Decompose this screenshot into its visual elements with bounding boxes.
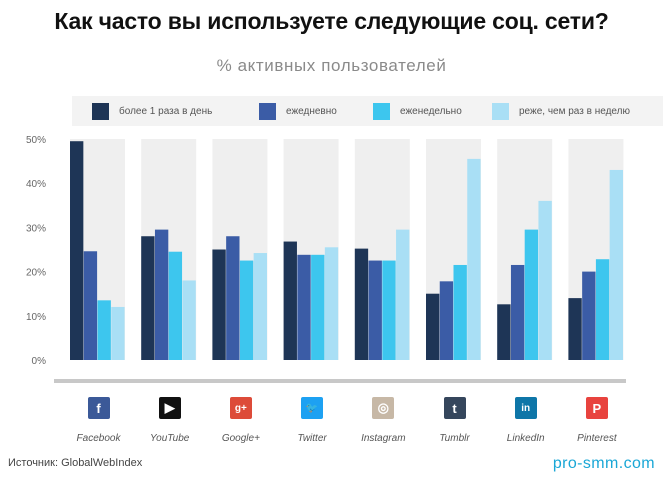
youtube-icon: ▶ xyxy=(158,397,181,419)
bar-twitter-2 xyxy=(297,254,311,360)
bar-linkedin-4 xyxy=(538,200,552,360)
legend-swatch-2 xyxy=(259,102,276,120)
bar-tumblr-4 xyxy=(467,158,481,360)
x-axis-baseline xyxy=(54,379,626,383)
bar-pinterest-1 xyxy=(568,298,582,360)
google-plus-icon: g+ xyxy=(229,397,252,419)
bar-pinterest-2 xyxy=(582,271,596,360)
category-label: LinkedIn xyxy=(507,433,545,444)
bar-pinterest-4 xyxy=(609,169,623,360)
pinterest-icon: P xyxy=(585,397,608,419)
legend-swatch-3 xyxy=(373,102,390,120)
tumblr-icon: t xyxy=(443,397,466,419)
chart-title: Как часто вы используете следующие соц. … xyxy=(54,8,609,34)
source-note: Источник: GlobalWebIndex xyxy=(8,457,143,469)
y-tick-label: 0% xyxy=(32,356,47,367)
legend-swatch-1 xyxy=(92,102,109,120)
bar-youtube-4 xyxy=(182,280,196,360)
bar-google-1 xyxy=(212,249,226,360)
bar-facebook-3 xyxy=(97,300,111,360)
bar-instagram-1 xyxy=(354,248,369,360)
bar-facebook-1 xyxy=(70,141,84,360)
legend-label-3: еженедельно xyxy=(400,105,462,117)
bar-google-4 xyxy=(253,253,267,360)
y-tick-label: 10% xyxy=(26,312,46,323)
bar-youtube-2 xyxy=(154,229,169,360)
bar-instagram-2 xyxy=(368,260,382,360)
bar-facebook-2 xyxy=(83,251,98,360)
y-tick-label: 30% xyxy=(26,223,46,234)
legend-item-3: еженедельно xyxy=(373,96,462,126)
category-label: Tumblr xyxy=(439,433,470,444)
y-tick-label: 40% xyxy=(26,179,46,190)
legend: более 1 раза в день ежедневно еженедельн… xyxy=(72,96,663,126)
y-tick-label: 50% xyxy=(26,135,46,146)
bar-instagram-3 xyxy=(382,260,396,360)
bar-tumblr-3 xyxy=(453,264,467,360)
bar-facebook-4 xyxy=(111,306,125,360)
bar-instagram-4 xyxy=(396,229,410,360)
bar-youtube-1 xyxy=(141,236,155,360)
bar-google-2 xyxy=(226,236,240,360)
category-label: YouTube xyxy=(150,433,190,444)
bar-linkedin-2 xyxy=(510,264,525,360)
bar-pinterest-3 xyxy=(595,259,610,360)
legend-item-2: ежедневно xyxy=(259,96,337,126)
category-label: Twitter xyxy=(297,433,327,444)
bar-twitter-3 xyxy=(311,254,325,360)
legend-item-1: более 1 раза в день xyxy=(92,96,212,126)
category-label: Pinterest xyxy=(577,433,618,444)
category-label: Instagram xyxy=(361,433,405,444)
bar-youtube-3 xyxy=(168,251,183,360)
bar-twitter-1 xyxy=(283,241,297,360)
bar-twitter-4 xyxy=(324,247,339,360)
bar-tumblr-2 xyxy=(439,281,454,360)
category-label: Google+ xyxy=(222,433,260,444)
linkedin-icon: in xyxy=(514,397,537,419)
bar-tumblr-1 xyxy=(426,293,440,360)
bar-linkedin-3 xyxy=(524,229,539,360)
bar-linkedin-1 xyxy=(497,304,511,360)
y-tick-label: 20% xyxy=(26,268,46,279)
facebook-icon: f xyxy=(87,397,110,419)
legend-label-1: более 1 раза в день xyxy=(119,105,213,117)
instagram-icon: ◎ xyxy=(372,397,395,419)
site-link[interactable]: pro-smm.com xyxy=(552,455,655,472)
legend-item-4: реже, чем раз в неделю xyxy=(492,96,630,126)
chart-subtitle: % активных пользователей xyxy=(216,56,447,75)
twitter-icon: 🐦 xyxy=(301,397,324,419)
legend-label-4: реже, чем раз в неделю xyxy=(519,105,630,117)
bar-google-3 xyxy=(239,260,254,360)
legend-swatch-4 xyxy=(492,102,509,120)
legend-label-2: ежедневно xyxy=(286,105,337,117)
category-label: Facebook xyxy=(77,433,122,444)
